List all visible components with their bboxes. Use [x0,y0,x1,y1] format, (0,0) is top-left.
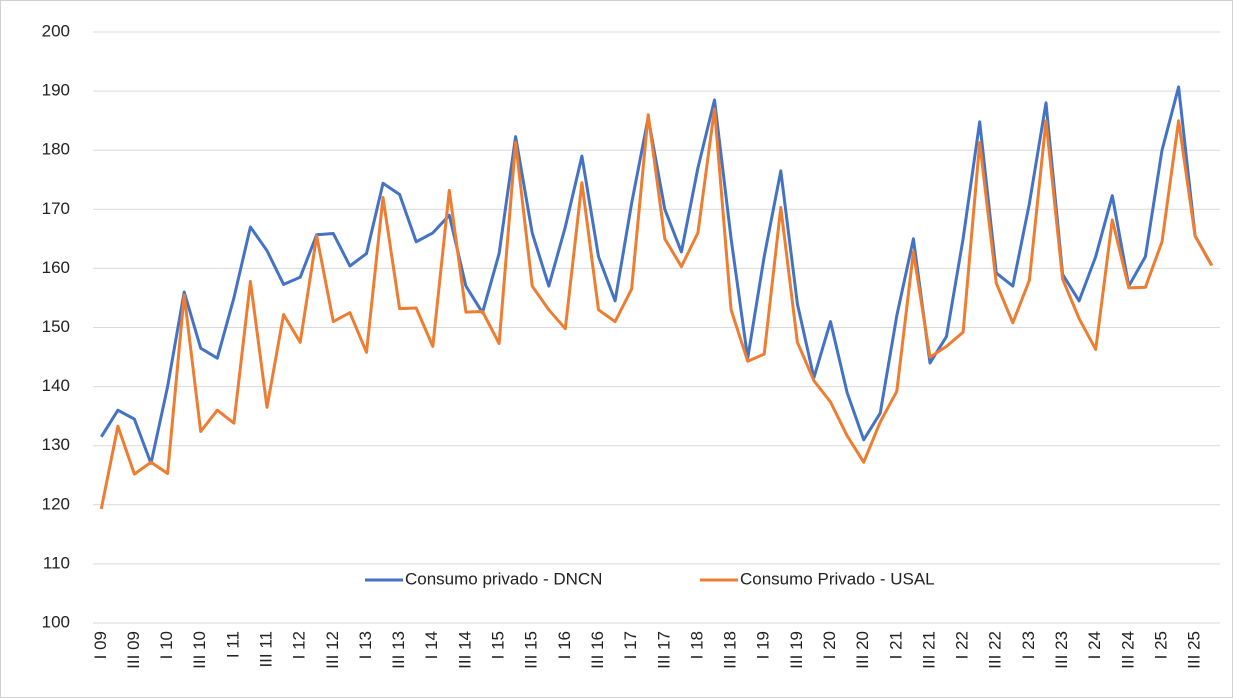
x-tick-label: I 09 [91,631,110,659]
y-tick-label: 140 [42,376,70,395]
x-tick-label: III 09 [124,631,143,669]
y-tick-label: 190 [42,81,70,100]
x-tick-label: III 13 [389,631,408,669]
y-tick-label: 100 [42,612,70,631]
legend-label: Consumo privado - DNCN [405,569,602,588]
x-tick-label: III 15 [522,631,541,669]
x-tick-label: I 16 [555,631,574,659]
x-tick-label: III 20 [853,631,872,669]
x-tick-label: III 24 [1118,631,1137,669]
y-tick-label: 200 [42,21,70,40]
x-tick-label: III 21 [919,631,938,669]
y-tick-label: 180 [42,140,70,159]
data-line [99,107,1214,510]
y-tick-label: 160 [42,258,70,277]
x-tick-label: I 13 [356,631,375,659]
x-tick-label: III 16 [588,631,607,669]
x-tick-label: III 17 [654,631,673,669]
data-line [100,85,1214,465]
x-tick-label: III 23 [1052,631,1071,669]
x-tick-label: III 22 [986,631,1005,669]
x-tick-label: III 12 [323,631,342,669]
x-tick-label: I 11 [223,631,242,658]
y-tick-label: 170 [42,199,70,218]
x-tick-label: III 14 [455,631,474,669]
x-tick-label: III 10 [190,631,209,669]
x-tick-label: I 25 [1151,631,1170,659]
x-tick-label: I 14 [422,631,441,659]
x-tick-label: I 17 [621,631,640,659]
y-tick-label: 120 [42,494,70,513]
x-tick-label: I 21 [886,631,905,659]
y-tick-label: 110 [43,553,70,572]
x-tick-label: III 11 [257,631,276,668]
x-tick-label: I 19 [754,631,773,659]
legend-label: Consumo Privado - USAL [740,569,935,588]
x-tick-label: III 25 [1185,631,1204,669]
x-tick-label: I 20 [820,631,839,659]
x-tick-label: I 24 [1085,631,1104,659]
x-tick-label: I 18 [687,631,706,659]
x-tick-label: I 23 [1019,631,1038,659]
x-tick-label: I 22 [953,631,972,659]
x-tick-label: III 19 [787,631,806,669]
x-tick-label: III 18 [721,631,740,669]
x-tick-label: I 10 [157,631,176,659]
x-tick-label: I 12 [290,631,309,659]
x-tick-label: I 15 [489,631,508,659]
y-tick-label: 130 [42,435,70,454]
y-tick-label: 150 [42,317,70,336]
